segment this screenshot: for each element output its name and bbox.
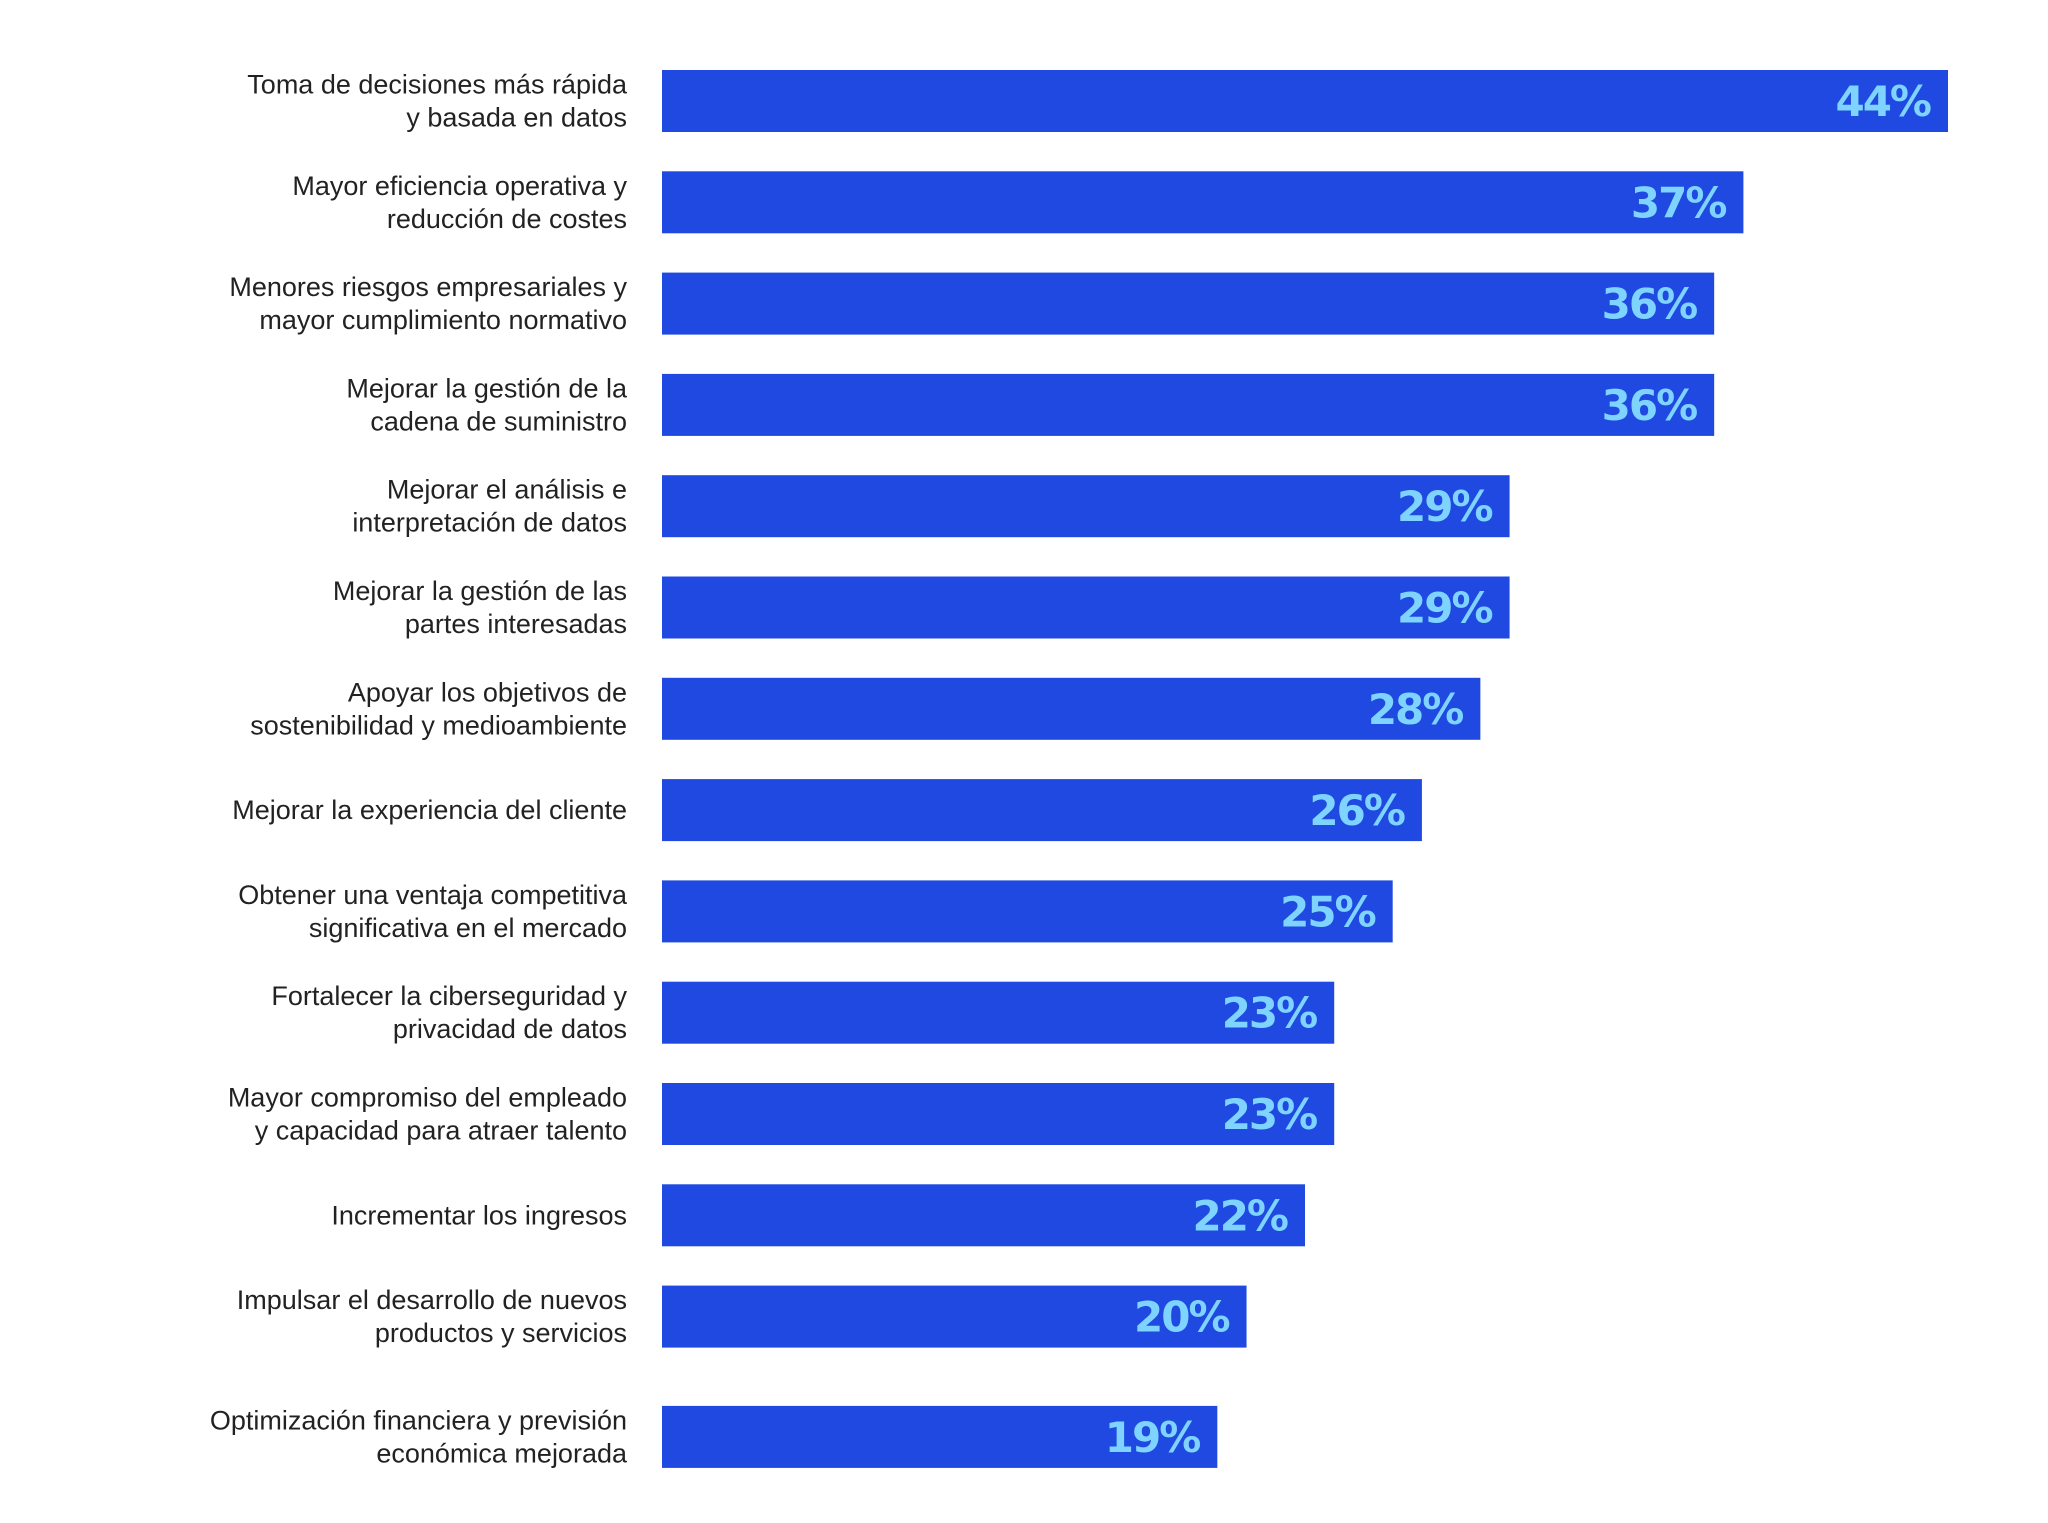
category-label-line: Mejorar la experiencia del cliente [232, 795, 627, 825]
category-label-line: Mejorar el análisis e [387, 475, 627, 505]
category-label-line: y basada en datos [406, 103, 627, 133]
category-label-line: Impulsar el desarrollo de nuevos [237, 1285, 627, 1315]
category-label-line: Mayor eficiencia operativa y [292, 171, 627, 201]
category-label: Mejorar la experiencia del cliente [232, 795, 627, 825]
bar [662, 373, 1715, 436]
bar-value-label: 37% [1631, 178, 1726, 227]
category-label-line: Fortalecer la ciberseguridad y [271, 981, 627, 1011]
bar [662, 171, 1744, 234]
category-label: Mejorar la gestión de las partes interesa… [333, 576, 627, 639]
category-label-line: significativa en el mercado [309, 913, 627, 943]
category-label-line: Apoyar los objetivos de [348, 677, 627, 707]
category-label-line: interpretación de datos [352, 508, 627, 538]
category-label-line: Obtener una ventaja competitiva [238, 880, 628, 910]
bar [662, 779, 1422, 842]
category-label: Toma de decisiones más rápida y basada en… [247, 70, 628, 133]
category-label: Mayor eficiencia operativa y reducción de… [292, 171, 627, 234]
category-label-line: partes interesadas [405, 609, 627, 639]
bar [662, 475, 1510, 538]
category-label-line: económica mejorada [376, 1438, 628, 1468]
bar [662, 1405, 1218, 1468]
category-label-line: mayor cumplimiento normativo [259, 305, 627, 335]
bar [662, 981, 1335, 1044]
bar-value-label: 19% [1105, 1413, 1200, 1462]
bar [662, 1184, 1305, 1247]
bar [662, 677, 1481, 740]
bar-value-label: 23% [1222, 989, 1317, 1038]
bar-value-label: 20% [1134, 1293, 1229, 1342]
category-label-line: Mayor compromiso del empleado [228, 1083, 627, 1113]
category-label: Obtener una ventaja competitiva significa… [238, 880, 628, 943]
bar-value-label: 28% [1368, 685, 1463, 734]
category-label: Mayor compromiso del empleado y capacidad… [228, 1083, 627, 1146]
bar-value-label: 29% [1397, 584, 1492, 633]
bar [662, 272, 1715, 335]
category-label: Mejorar la gestión de la cadena de sumini… [346, 373, 628, 436]
bar-value-label: 36% [1602, 381, 1697, 430]
category-label-line: productos y servicios [375, 1318, 627, 1348]
category-label-line: Mejorar la gestión de las [333, 576, 627, 606]
bar-value-label: 44% [1835, 77, 1930, 126]
category-label-line: Menores riesgos empresariales y [229, 272, 627, 302]
category-label: Incrementar los ingresos [331, 1200, 627, 1230]
category-label-line: Toma de decisiones más rápida [247, 70, 628, 100]
category-label-line: Mejorar la gestión de la [346, 373, 628, 403]
category-label: Menores riesgos empresariales y mayor cum… [229, 272, 627, 335]
bar-value-label: 36% [1602, 280, 1697, 329]
bar [662, 70, 1948, 132]
bars-layer [662, 70, 1948, 1468]
bar-value-label: 29% [1397, 482, 1492, 531]
category-labels-layer: Toma de decisiones más rápida y basada en… [210, 70, 628, 1469]
category-label: Apoyar los objetivos de sostenibilidad y … [250, 677, 627, 740]
category-label: Optimización financiera y previsión econó… [210, 1405, 628, 1468]
bar [662, 880, 1393, 943]
bar-value-label: 22% [1192, 1191, 1287, 1240]
category-label-line: Incrementar los ingresos [331, 1200, 627, 1230]
bar [662, 576, 1510, 639]
value-labels-layer: 44% 37% 36% 36% 29% 29% 28% 26% 25% 23% 23% 22% 20% 1… [1105, 77, 1933, 1462]
category-label-line: privacidad de datos [393, 1014, 627, 1044]
category-label-line: sostenibilidad y medioambiente [250, 710, 627, 740]
category-label-line: Optimización financiera y previsión [210, 1405, 627, 1435]
category-label: Fortalecer la ciberseguridad y privacidad… [271, 981, 627, 1044]
bar-value-label: 25% [1280, 887, 1375, 936]
category-label-line: cadena de suministro [370, 406, 627, 436]
bar-value-label: 23% [1222, 1090, 1317, 1139]
category-label-line: y capacidad para atraer talento [255, 1116, 627, 1146]
bar [662, 1285, 1247, 1348]
bar [662, 1083, 1335, 1145]
category-label: Mejorar el análisis e interpretación de d… [352, 475, 627, 538]
category-label: Impulsar el desarrollo de nuevos producto… [237, 1285, 627, 1348]
bar-value-label: 26% [1309, 786, 1404, 835]
category-label-line: reducción de costes [387, 204, 627, 234]
